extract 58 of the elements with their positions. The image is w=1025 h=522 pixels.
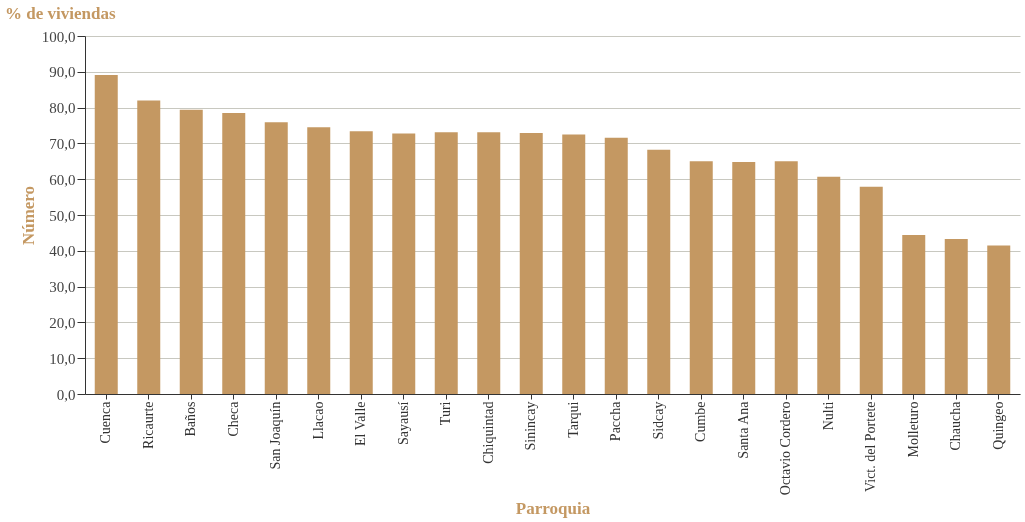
bar — [987, 245, 1011, 394]
x-tick-label: Sinincay — [523, 401, 539, 451]
x-tick-label: Molleturo — [905, 401, 921, 458]
x-tick-label: San Joaquín — [268, 401, 284, 470]
bar — [562, 134, 586, 394]
y-tick-label: 80,0 — [49, 100, 76, 117]
bar — [307, 127, 331, 394]
y-tick-label: 20,0 — [49, 314, 76, 331]
y-axis-title: Número — [18, 185, 38, 246]
bar — [94, 75, 118, 394]
bar — [137, 100, 161, 394]
x-tick-label: Paccha — [608, 400, 624, 442]
x-axis-title: Parroquia — [515, 499, 591, 519]
bar — [689, 161, 713, 394]
y-tick-label: 0,0 — [56, 386, 76, 403]
y-tick-label: 10,0 — [49, 350, 76, 367]
x-tick-label: Nulti — [820, 401, 836, 431]
bar — [817, 176, 841, 394]
bar — [222, 112, 246, 394]
x-tick-label: Llacao — [310, 401, 326, 440]
x-tick-label: Quingeo — [990, 401, 1006, 450]
bar — [774, 161, 798, 394]
x-tick-label: Turi — [438, 401, 454, 426]
x-tick-label: Cumbe — [693, 401, 709, 442]
bar — [944, 238, 968, 394]
x-tick-label: Cuenca — [98, 400, 114, 444]
bar — [604, 137, 628, 394]
bar — [264, 122, 288, 394]
x-tick-label: Ricaurte — [140, 401, 156, 449]
bar — [859, 186, 883, 394]
y-tick-label: 50,0 — [49, 207, 76, 224]
y-tick-label: 100,0 — [41, 28, 76, 45]
x-tick-label: Checa — [225, 400, 241, 437]
x-tick-label: Chiquintad — [480, 401, 496, 464]
bar — [732, 162, 756, 394]
bar — [349, 131, 373, 394]
bar — [519, 133, 543, 394]
bar — [902, 235, 926, 394]
x-tick-label: Sayausí — [395, 401, 411, 446]
x-tick-label: Octavio Cordero — [778, 401, 794, 496]
y-tick-label: 40,0 — [49, 243, 76, 260]
x-tick-label: Santa Ana — [735, 400, 751, 459]
bar — [392, 133, 416, 394]
x-tick-label: Baños — [183, 401, 199, 437]
x-tick-label: Sidcay — [650, 401, 666, 440]
y-tick-label: 60,0 — [49, 171, 76, 188]
chart-title: % de viviendas — [5, 4, 116, 23]
y-tick-label: 30,0 — [49, 279, 76, 296]
x-tick-label: El Valle — [353, 401, 369, 446]
y-tick-label: 90,0 — [49, 64, 76, 81]
bar — [647, 149, 671, 394]
bar — [179, 109, 203, 394]
x-tick-label: Chaucha — [948, 400, 964, 451]
x-tick-label: Vict. del Portete — [863, 401, 879, 493]
bar — [477, 132, 501, 394]
x-tick-label: Tarqui — [565, 401, 581, 438]
y-tick-label: 70,0 — [49, 135, 76, 152]
bar — [434, 132, 458, 394]
